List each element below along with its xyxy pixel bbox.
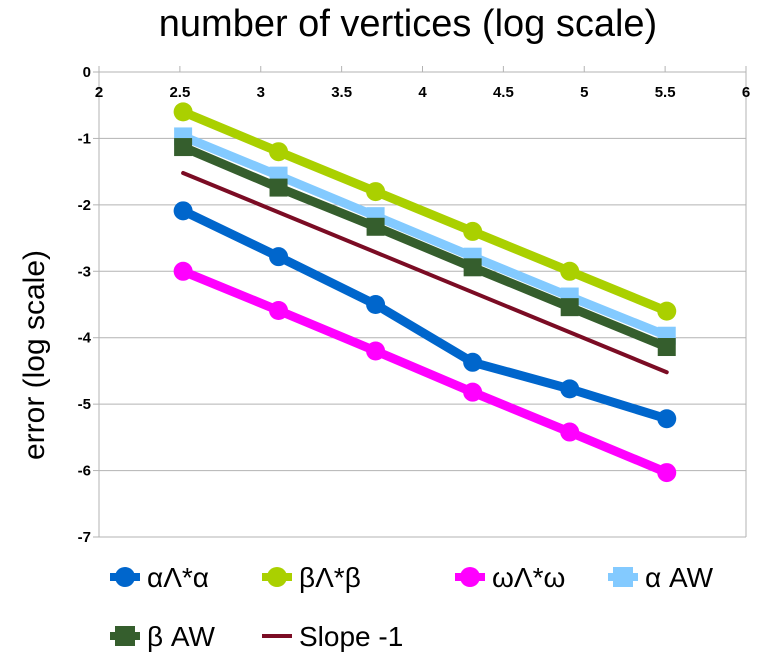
legend-marker (613, 567, 633, 587)
series-line (178, 266, 672, 478)
legend-item: Slope -1 (262, 621, 403, 652)
data-point (463, 258, 482, 277)
data-point (657, 463, 677, 483)
legend: αΛ*α βΛ*β ωΛ*ω α AW β AW Slope -1 (110, 562, 714, 652)
data-point (463, 221, 483, 241)
series-2 (173, 261, 677, 483)
data-point (657, 301, 677, 321)
series-5 (181, 170, 669, 375)
legend-label: βΛ*β (299, 562, 361, 593)
legend-item: βΛ*β (262, 562, 361, 593)
x-tick-label: 2 (95, 84, 103, 101)
series-3 (174, 127, 676, 345)
legend-marker (460, 567, 480, 587)
series-line (181, 170, 669, 375)
data-point (463, 382, 483, 402)
data-point (269, 300, 289, 320)
data-point (463, 352, 483, 372)
series-0 (173, 201, 677, 429)
y-tick-label: -2 (78, 197, 91, 214)
series-line (178, 206, 672, 424)
legend-label: β AW (147, 621, 216, 652)
data-point (173, 201, 193, 221)
x-tick-label: 4.5 (493, 84, 514, 101)
x-tick-label: 2.5 (169, 84, 190, 101)
x-tick-label: 4 (418, 84, 427, 101)
x-tick-label: 3 (257, 84, 265, 101)
legend-item: β AW (110, 621, 216, 652)
data-point (657, 409, 677, 429)
data-point (560, 298, 579, 317)
legend-label: Slope -1 (299, 621, 403, 652)
data-point (366, 217, 385, 236)
series-1 (173, 102, 677, 321)
x-tick-label: 6 (742, 84, 750, 101)
series-group (173, 102, 677, 483)
legend-label: α AW (645, 562, 714, 593)
series-line (178, 142, 672, 352)
y-tick-label: 0 (83, 64, 91, 81)
legend-label: ωΛ*ω (492, 562, 565, 593)
legend-label: αΛ*α (147, 562, 209, 593)
y-tick-label: -5 (78, 396, 91, 413)
data-point (657, 338, 676, 357)
x-tick-label: 5.5 (655, 84, 676, 101)
x-tick-label: 5 (580, 84, 588, 101)
y-tick-label: -4 (78, 330, 92, 347)
data-point (560, 261, 580, 281)
series-line (178, 131, 672, 341)
data-point (269, 178, 288, 197)
axes: 0 -1 -2 -3 -4 -5 -6 -7 2 2.5 3 3.5 4 4.5 5 5.5 6 (78, 64, 751, 546)
legend-item: αΛ*α (110, 562, 209, 593)
y-axis-label: error (log scale) (18, 250, 51, 460)
data-point (560, 379, 580, 399)
data-point (560, 422, 580, 442)
y-tick-label: -3 (78, 263, 91, 280)
data-point (173, 102, 193, 122)
data-point (173, 261, 193, 281)
y-tick-label: -6 (78, 463, 91, 480)
legend-marker (115, 567, 135, 587)
data-point (269, 142, 289, 162)
series-4 (174, 138, 676, 357)
y-tick-label: -7 (78, 529, 91, 546)
grid (99, 71, 746, 538)
legend-item: α AW (608, 562, 714, 593)
y-tick-label: -1 (78, 130, 91, 147)
data-point (366, 341, 386, 361)
series-line (178, 107, 672, 316)
legend-marker (115, 626, 135, 646)
x-tick-label: 3.5 (331, 84, 352, 101)
data-point (366, 295, 386, 314)
legend-marker (267, 567, 287, 587)
data-point (269, 247, 289, 267)
data-point (174, 138, 193, 157)
legend-item: ωΛ*ω (455, 562, 565, 593)
chart-title: number of vertices (log scale) (159, 3, 657, 45)
data-point (366, 182, 386, 202)
